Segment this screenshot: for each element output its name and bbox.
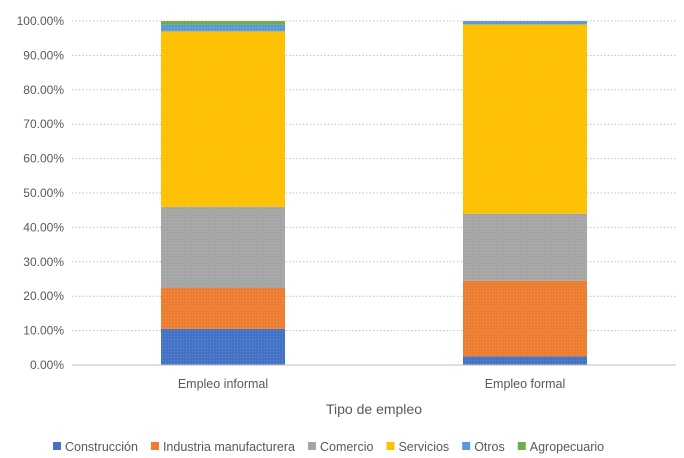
legend: Construcción Industria manufacturera Comer… xyxy=(53,440,604,454)
legend-label: Industria manufacturera xyxy=(163,440,295,454)
bar-segment-texture xyxy=(463,21,587,25)
bar-segment-texture xyxy=(161,328,285,365)
legend-label: Otros xyxy=(474,440,505,454)
bars xyxy=(161,21,587,365)
y-tick-label: 100.00% xyxy=(17,14,65,28)
legend-swatch xyxy=(307,442,316,450)
y-tick-label: 0.00% xyxy=(30,358,64,372)
x-axis-title: Tipo de empleo xyxy=(326,401,422,417)
x-category-label: Empleo informal xyxy=(178,377,268,391)
y-tick-label: 50.00% xyxy=(23,186,64,200)
y-tick-label: 60.00% xyxy=(23,152,64,166)
x-category-label: Empleo formal xyxy=(485,377,566,391)
y-tick-label: 20.00% xyxy=(23,289,64,303)
legend-label: Comercio xyxy=(320,440,374,454)
bar-segment-texture xyxy=(161,31,285,207)
bar-segment-texture xyxy=(161,206,285,288)
x-axis-category-labels: Empleo informal Empleo formal xyxy=(178,377,565,391)
legend-swatch xyxy=(386,442,395,450)
bar-segment-texture xyxy=(161,24,285,32)
legend-swatch xyxy=(53,442,61,450)
bar-segment-texture xyxy=(463,356,587,365)
y-tick-label: 40.00% xyxy=(23,220,64,234)
legend-swatch xyxy=(150,442,159,450)
bar-segment-texture xyxy=(161,287,285,329)
legend-label: Servicios xyxy=(398,440,449,454)
y-tick-label: 70.00% xyxy=(23,117,64,131)
y-axis-tick-labels: 0.00% 10.00% 20.00% 30.00% 40.00% 50.00% 60.00… xyxy=(17,14,65,372)
legend-label: Agropecuario xyxy=(530,440,604,454)
legend-swatch xyxy=(462,442,471,450)
legend-label: Construcción xyxy=(65,440,138,454)
bar-segment-texture xyxy=(463,213,587,281)
gridlines xyxy=(72,20,676,332)
y-tick-label: 30.00% xyxy=(23,255,64,269)
bar-segment-texture xyxy=(463,280,587,357)
bar-segment-texture xyxy=(463,24,587,214)
y-tick-label: 10.00% xyxy=(23,324,64,338)
y-tick-label: 90.00% xyxy=(23,48,64,62)
legend-swatch xyxy=(517,442,526,450)
y-tick-label: 80.00% xyxy=(23,83,64,97)
bar-segment-texture xyxy=(161,21,285,25)
